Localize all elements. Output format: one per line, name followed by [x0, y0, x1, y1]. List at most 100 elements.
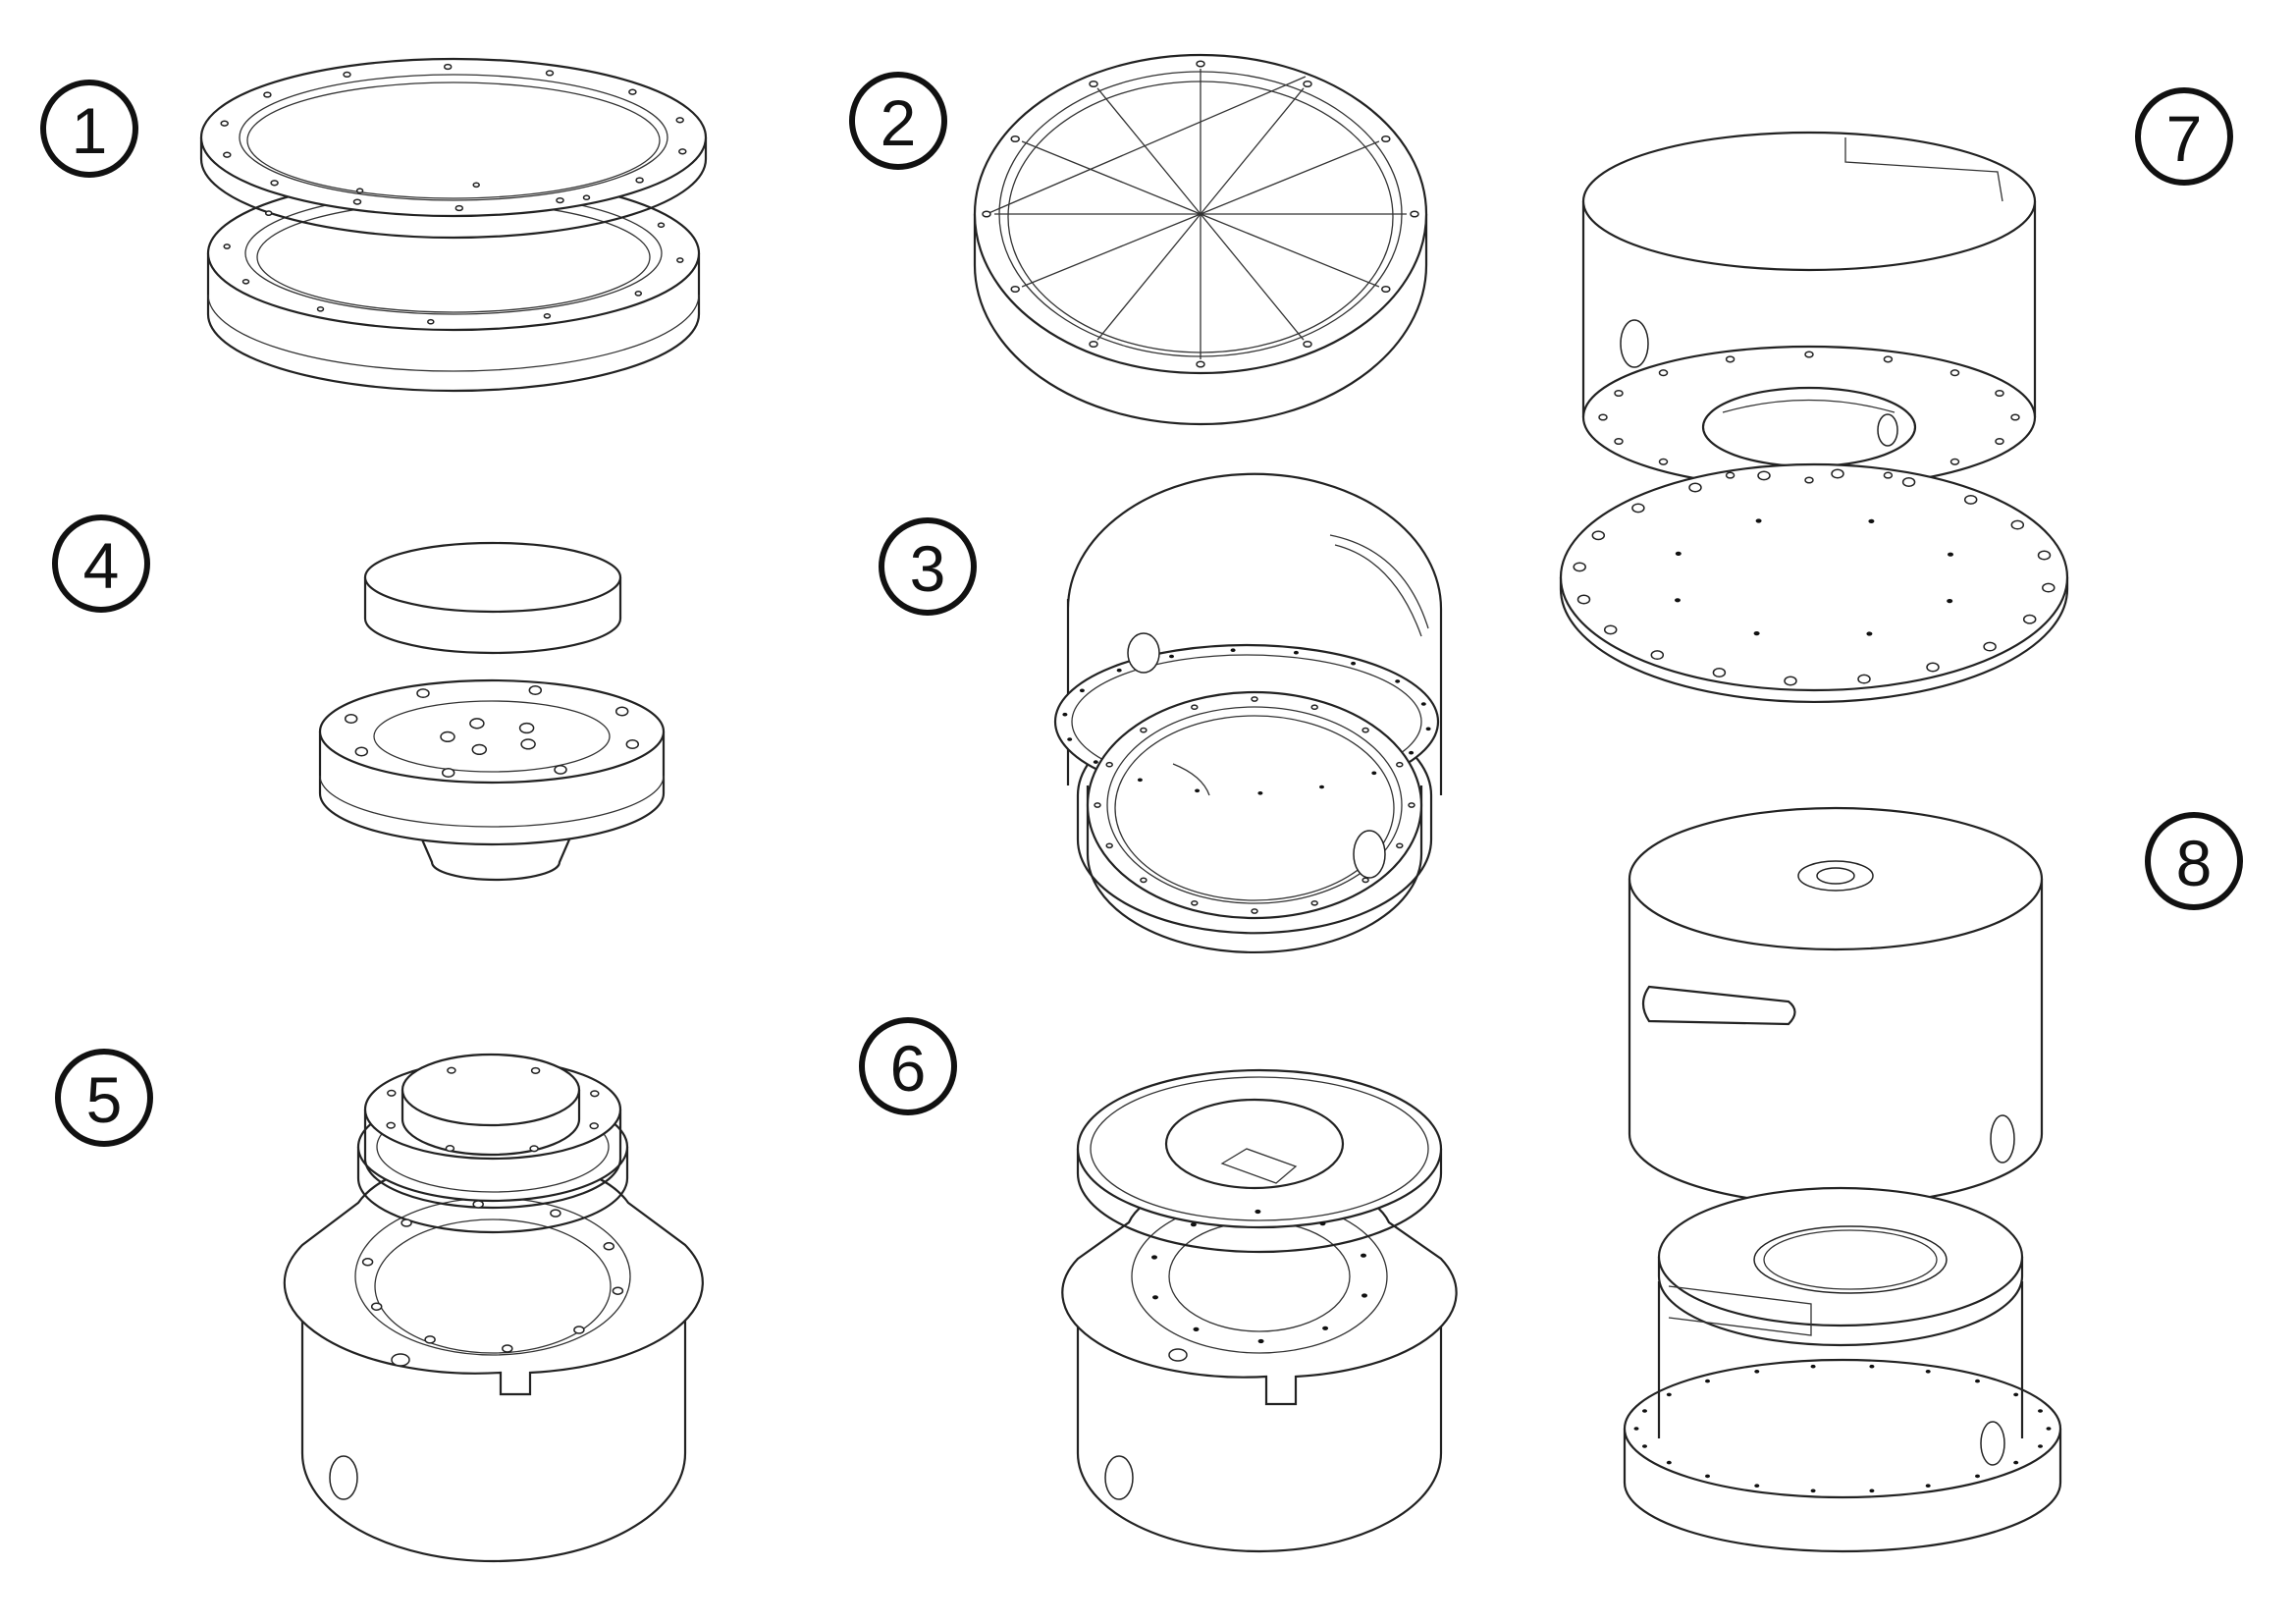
bolt-hole [1351, 661, 1357, 666]
chord-line [986, 76, 1307, 215]
bolt-hole [1319, 785, 1324, 789]
bolt-hole [1196, 360, 1205, 368]
bolt-hole [2022, 614, 2037, 624]
bolt-hole [1191, 899, 1199, 906]
bolt-hole [582, 194, 591, 201]
bolt-hole [634, 291, 643, 297]
bolt-hole [556, 196, 564, 204]
bolt-hole [1949, 458, 1960, 465]
bolt-hole [1725, 471, 1735, 479]
bolt-hole [678, 148, 687, 155]
bolt-hole [1784, 676, 1797, 686]
bolt-hole [1395, 679, 1401, 683]
bolt-hole [1191, 704, 1199, 711]
bolt-hole [1614, 437, 1624, 446]
bolt-hole [223, 244, 231, 249]
spoke-line [1200, 213, 1380, 288]
bolt-hole [1831, 468, 1844, 479]
bolt-hole [1753, 631, 1760, 636]
bolt-hole [1251, 908, 1258, 914]
bolt-hole [1675, 598, 1681, 603]
bolt-hole [2013, 1392, 2019, 1397]
callout-number-2: 2 [881, 86, 917, 159]
callout-number-4: 4 [83, 529, 120, 602]
bolt-hole [223, 151, 232, 158]
bolt-hole [2042, 582, 2056, 593]
bolt-hole [676, 257, 684, 263]
callout-number-7: 7 [2166, 102, 2203, 175]
bolt-hole [1901, 477, 1916, 487]
bolt-hole [469, 718, 485, 730]
bolt-hole [1757, 470, 1771, 481]
bolt-hole [472, 182, 480, 189]
spoke-line [1096, 87, 1201, 215]
bolt-hole [1666, 1460, 1672, 1465]
bolt-hole [603, 1242, 615, 1251]
bolt-hole [1257, 1338, 1264, 1344]
callout-badge-3: 3 [879, 517, 977, 616]
bolt-hole [1140, 727, 1148, 733]
bolt-hole [1947, 599, 1953, 604]
bolt-hole [1995, 437, 2004, 446]
bolt-hole [1094, 802, 1101, 808]
bolt-hole [1963, 494, 1978, 505]
bolt-hole [1361, 1253, 1366, 1258]
bolt-hole [1010, 285, 1020, 294]
bolt-hole [361, 1258, 374, 1267]
bolt-hole [2010, 413, 2020, 421]
spoke-line [1021, 213, 1201, 288]
bolt-hole [352, 198, 362, 205]
bolt-hole [427, 318, 435, 325]
bolt-hole [1983, 641, 1997, 652]
part-6-drawing [1061, 1068, 1458, 1553]
bolt-hole [545, 70, 555, 77]
bolt-hole [447, 1066, 456, 1074]
bolt-hole [2038, 1444, 2043, 1448]
bolt-hole [443, 63, 453, 71]
bolt-hole [1705, 1474, 1710, 1479]
bolt-hole [264, 210, 273, 216]
bolt-hole [1293, 650, 1299, 655]
bolt-hole [1089, 80, 1098, 88]
part-4-drawing [318, 541, 666, 882]
bolt-hole [1062, 712, 1068, 717]
bolt-hole [1079, 688, 1085, 693]
callout-badge-1: 1 [40, 80, 138, 178]
bolt-hole [445, 1145, 455, 1153]
part-8-drawing [1623, 806, 2062, 1553]
spoke-line [1200, 213, 1305, 341]
bolt-hole [628, 88, 637, 95]
bolt-hole [1925, 1484, 1931, 1488]
bolt-hole [530, 1066, 541, 1074]
bolt-hole [1857, 674, 1871, 684]
bolt-hole [1642, 1444, 1647, 1448]
bolt-hole [1754, 1370, 1760, 1374]
bolt-hole [529, 1145, 539, 1153]
bolt-hole [612, 1286, 624, 1295]
bolt-hole [2038, 1409, 2043, 1413]
bolt-hole [1725, 355, 1735, 363]
bolt-hole [1362, 877, 1369, 884]
bolt-hole [1362, 1293, 1367, 1298]
bolt-hole [1420, 702, 1426, 706]
bolt-hole [1650, 650, 1665, 661]
bolt-hole [982, 210, 991, 218]
bolt-hole [354, 746, 369, 757]
bolt-hole [441, 768, 455, 778]
callout-badge-7: 7 [2135, 87, 2233, 186]
bolt-hole [1151, 1255, 1157, 1260]
bolt-hole [1137, 778, 1143, 783]
spoke-line [1200, 140, 1380, 215]
bolt-hole [1883, 355, 1894, 363]
bolt-hole [1319, 1221, 1326, 1226]
bolt-hole [1193, 1326, 1200, 1331]
callout-badge-8: 8 [2145, 812, 2243, 910]
bolt-hole [1371, 771, 1377, 776]
spoke-line [1096, 213, 1201, 341]
bolt-hole [543, 312, 552, 319]
bolt-hole [1257, 791, 1263, 795]
bolt-hole [1948, 552, 1953, 557]
bolt-hole [2010, 519, 2025, 530]
bolt-hole [1598, 413, 1608, 421]
